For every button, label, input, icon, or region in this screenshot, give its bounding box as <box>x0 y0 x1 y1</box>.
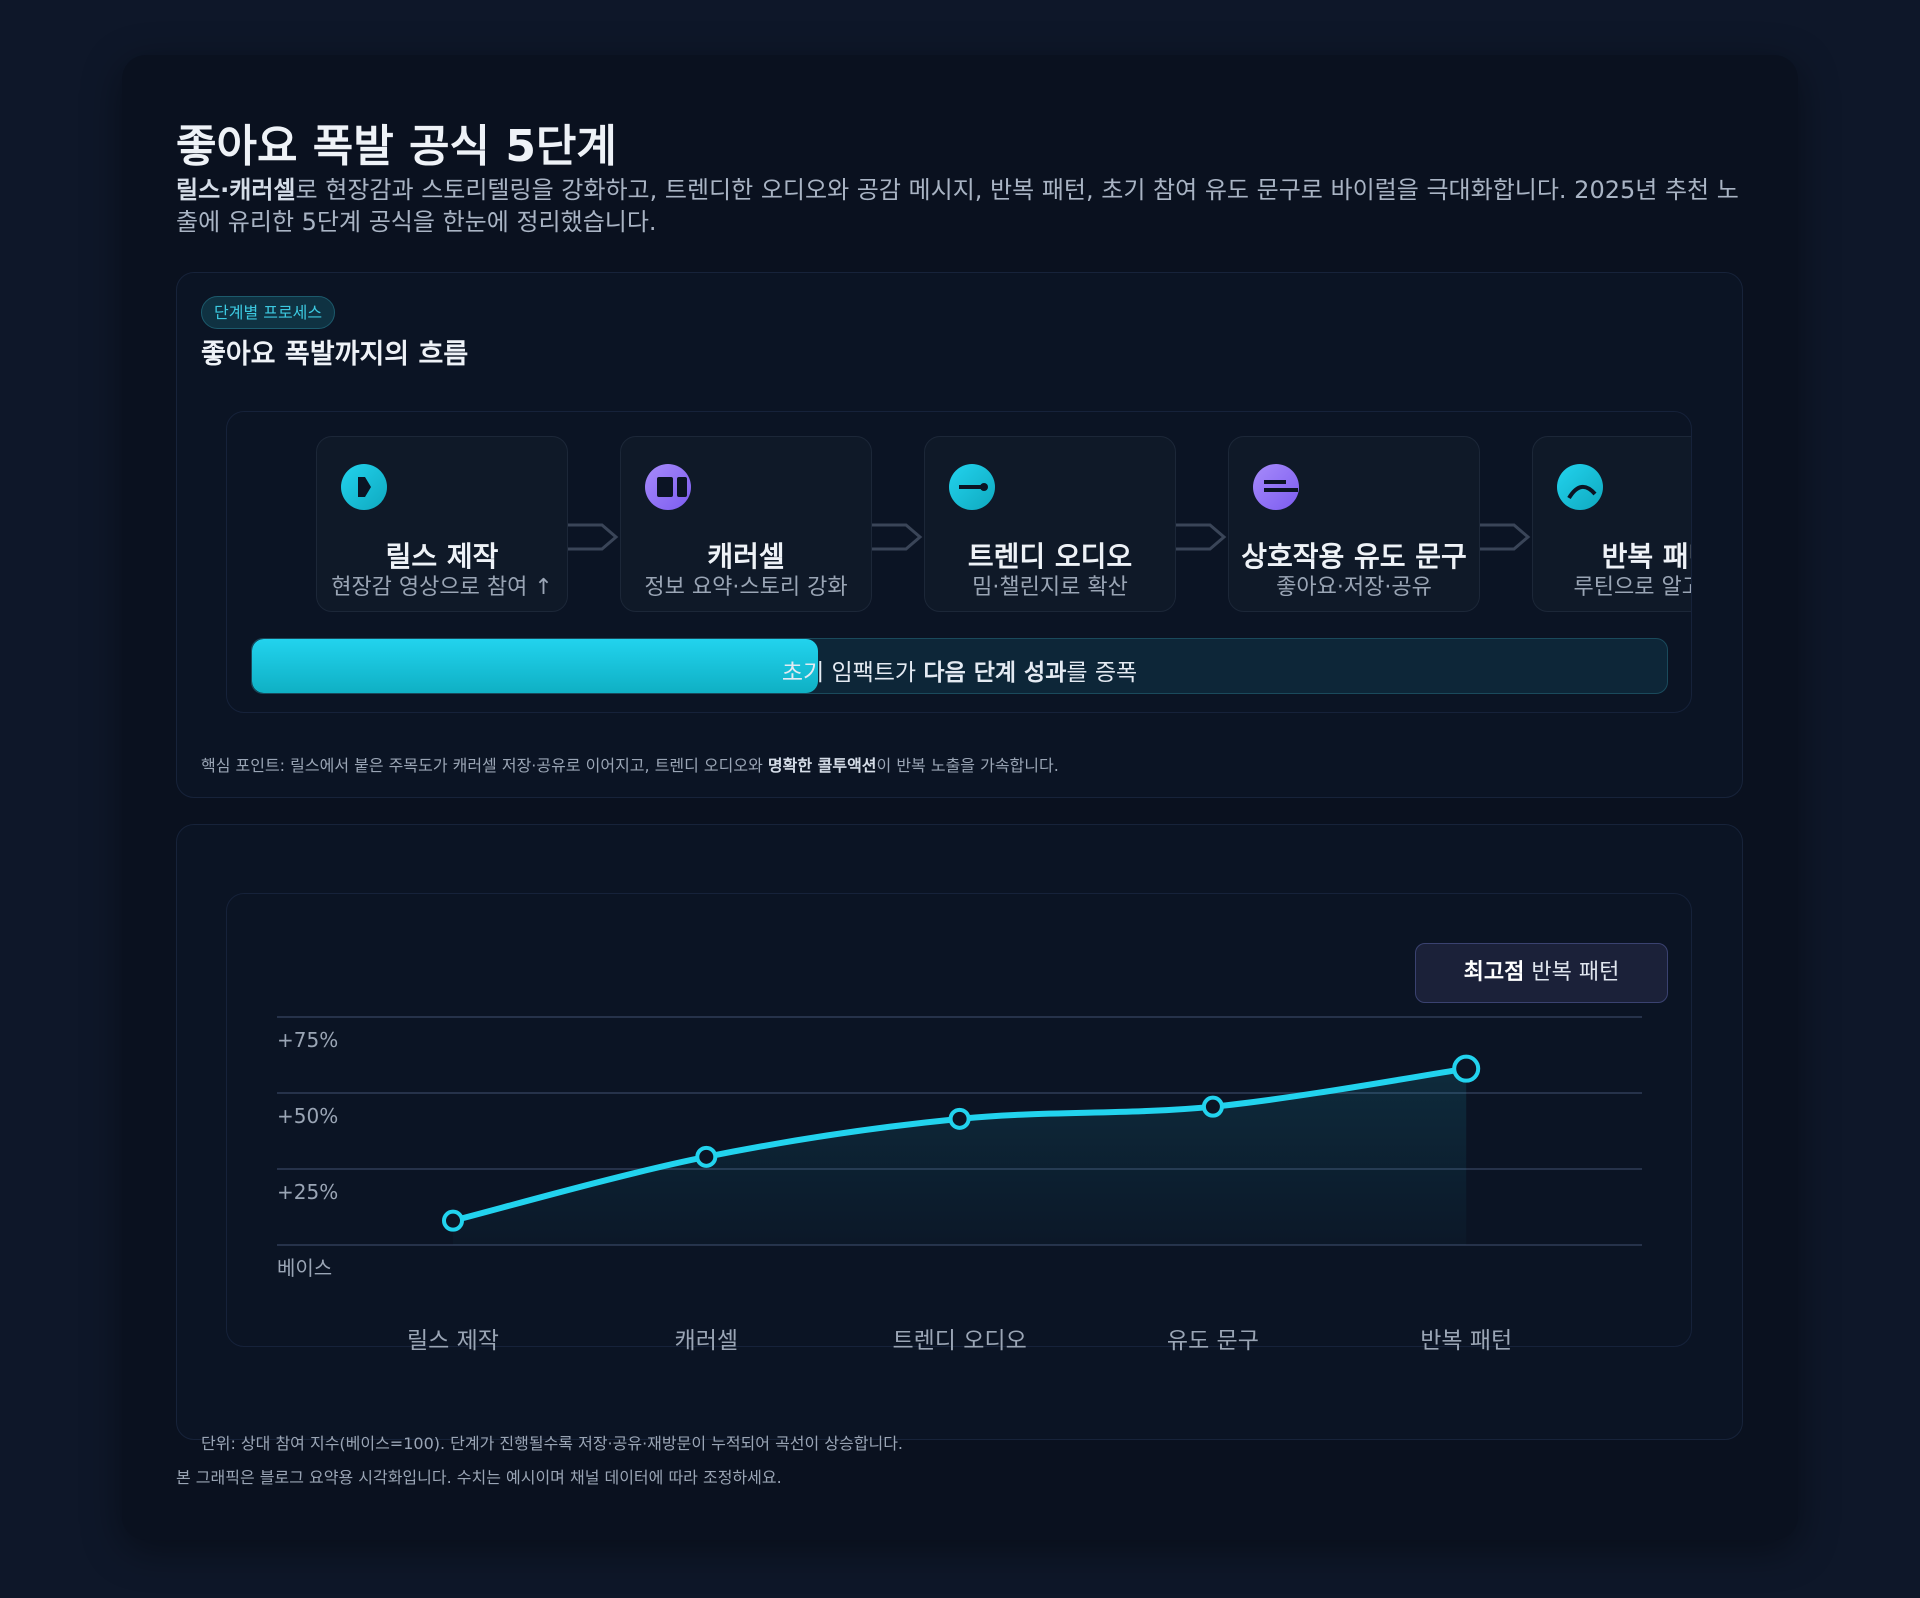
step-subtitle: 루틴으로 알고리즘 <box>1573 575 1691 600</box>
step-subtitle: 현장감 영상으로 참여 ↑ <box>331 575 553 600</box>
arrow-icon <box>568 523 620 551</box>
step-title: 캐러셀 <box>707 540 785 573</box>
step-title: 반복 패턴 <box>1601 540 1691 573</box>
step-card: 상호작용 유도 문구 좋아요·저장·공유 <box>1228 436 1480 612</box>
x-tick-label: 릴스 제작 <box>407 1328 499 1354</box>
disclaimer: 본 그래픽은 블로그 요약용 시각화입니다. 수치는 예시이며 채널 데이터에 … <box>176 1468 782 1487</box>
x-tick-label: 트렌디 오디오 <box>892 1328 1026 1354</box>
step-card: 반복 패턴 루틴으로 알고리즘 <box>1532 436 1691 612</box>
y-tick-label: 베이스 <box>277 1256 332 1280</box>
desc-bold: 릴스·캐러셀 <box>176 176 296 204</box>
y-tick-label: +50% <box>277 1104 338 1128</box>
x-tick-label: 캐러셀 <box>675 1328 738 1354</box>
progress-bar: 초기 임팩트가 다음 단계 성과를 증폭 <box>251 638 1668 694</box>
x-tick-label: 반복 패턴 <box>1420 1328 1512 1354</box>
page-title: 좋아요 폭발 공식 5단계 <box>176 121 617 172</box>
peak-annotation: 최고점 반복 패턴 <box>1415 943 1668 1003</box>
data-point <box>1201 1095 1224 1118</box>
process-title: 좋아요 폭발까지의 흐름 <box>201 339 469 370</box>
arrow-icon <box>1480 523 1532 551</box>
step-title: 상호작용 유도 문구 <box>1241 540 1467 573</box>
step-subtitle: 좋아요·저장·공유 <box>1276 575 1432 600</box>
data-point <box>695 1145 718 1168</box>
play-icon <box>341 464 387 510</box>
arrow-icon <box>1176 523 1228 551</box>
page-description: 릴스·캐러셀로 현장감과 스토리텔링을 강화하고, 트렌디한 오디오와 공감 메… <box>176 174 1746 238</box>
step-card: 릴스 제작 현장감 영상으로 참여 ↑ <box>316 436 568 612</box>
step-card: 캐러셀 정보 요약·스토리 강화 <box>620 436 872 612</box>
audio-icon <box>949 464 995 510</box>
data-point <box>1452 1054 1481 1083</box>
key-point: 핵심 포인트: 릴스에서 붙은 주목도가 캐러셀 저장·공유로 이어지고, 트렌… <box>201 756 1059 775</box>
loop-icon <box>1557 464 1603 510</box>
step-title: 트렌디 오디오 <box>967 540 1133 573</box>
chart-box <box>226 893 1692 1347</box>
y-tick-label: +75% <box>277 1028 338 1052</box>
unit-note: 단위: 상대 참여 지수(베이스=100). 단계가 진행될수록 저장·공유·재… <box>201 1434 904 1453</box>
x-tick-label: 유도 문구 <box>1167 1328 1259 1354</box>
step-subtitle: 밈·챌린지로 확산 <box>972 575 1128 600</box>
arrow-icon <box>872 523 924 551</box>
carousel-icon <box>645 464 691 510</box>
step-title: 릴스 제작 <box>385 540 499 573</box>
step-subtitle: 정보 요약·스토리 강화 <box>644 575 848 600</box>
y-tick-label: +25% <box>277 1180 338 1204</box>
process-flow: 릴스 제작 현장감 영상으로 참여 ↑ 캐러셀 정보 요약·스토리 강화 트렌디… <box>226 411 1692 713</box>
process-badge: 단계별 프로세스 <box>201 296 336 329</box>
desc-text: 로 현장감과 스토리텔링을 강화하고, 트렌디한 오디오와 공감 메시지, 반복… <box>176 176 1739 236</box>
text-lines-icon <box>1253 464 1299 510</box>
progress-fill <box>252 639 818 693</box>
step-card: 트렌디 오디오 밈·챌린지로 확산 <box>924 436 1176 612</box>
data-point <box>442 1209 464 1232</box>
progress-text: 초기 임팩트가 다음 단계 성과를 증폭 <box>781 660 1138 686</box>
data-point <box>948 1107 971 1130</box>
